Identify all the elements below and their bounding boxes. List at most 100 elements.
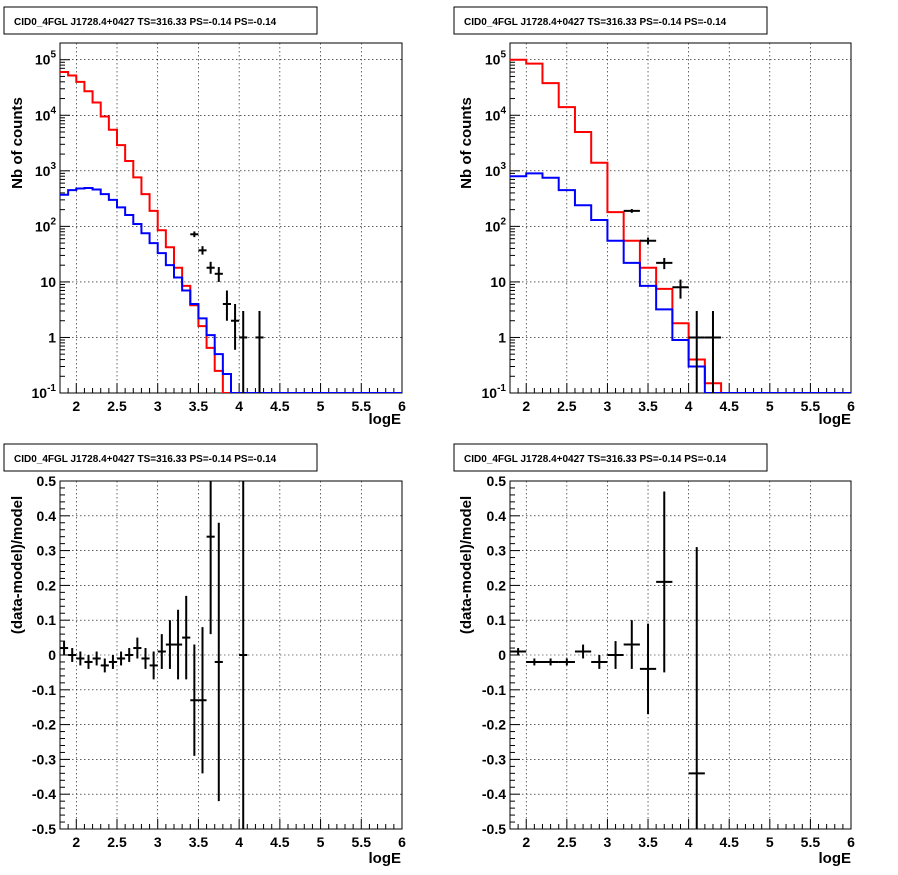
data-point xyxy=(231,304,240,350)
x-tick-label: 4 xyxy=(685,834,693,850)
x-tick-label: 3 xyxy=(154,398,162,414)
x-tick-label: 2 xyxy=(72,834,80,850)
y-tick-label: 10-1 xyxy=(482,383,507,401)
y-axis-label: (data-model)/model xyxy=(458,496,475,634)
x-tick-label: 5.5 xyxy=(801,398,821,414)
y-tick-label: -0.1 xyxy=(482,682,506,698)
plot-frame xyxy=(59,42,403,394)
data-point xyxy=(542,658,559,666)
x-tick-label: 6 xyxy=(847,834,855,850)
data-point xyxy=(190,231,199,238)
x-tick-label: 2 xyxy=(522,398,530,414)
y-tick-label: 0.2 xyxy=(487,577,507,593)
y-tick-label: 103 xyxy=(485,161,507,179)
x-tick-label: 6 xyxy=(398,834,406,850)
data-point xyxy=(688,310,705,393)
data-point xyxy=(125,648,134,662)
data-point xyxy=(704,310,722,393)
x-tick-label: 3.5 xyxy=(638,398,658,414)
y-tick-label: -0.3 xyxy=(482,751,506,767)
x-tick-label: 3.5 xyxy=(638,834,658,850)
y-tick-label: -0.4 xyxy=(32,786,56,802)
x-tick-label: 3 xyxy=(604,834,612,850)
data-point xyxy=(688,547,705,829)
chart-title-box: CID0_4FGL J1728.4+0427 TS=316.33 PS=-0.1… xyxy=(453,443,768,472)
data-point xyxy=(206,481,215,635)
y-tick-label: 0.4 xyxy=(487,508,507,524)
x-tick-label: 2.5 xyxy=(557,834,577,850)
histogram-series xyxy=(510,172,851,393)
x-tick-label: 4 xyxy=(235,398,243,414)
y-tick-label: 105 xyxy=(485,50,507,68)
y-tick-label: -0.2 xyxy=(32,717,56,733)
y-tick-label: 103 xyxy=(35,161,57,179)
y-tick-label: -0.5 xyxy=(482,821,506,837)
x-tick-label: 2.5 xyxy=(557,398,577,414)
x-tick-label: 5 xyxy=(766,398,774,414)
chart-title-box: CID0_4FGL J1728.4+0427 TS=316.33 PS=-0.1… xyxy=(3,443,318,472)
data-point xyxy=(214,267,223,282)
y-tick-label: 10 xyxy=(40,274,56,290)
y-tick-label: 1 xyxy=(498,329,506,345)
x-tick-label: 5.5 xyxy=(352,834,372,850)
data-point xyxy=(574,644,592,659)
y-tick-label: 105 xyxy=(35,50,57,68)
data-point xyxy=(165,620,174,669)
data-point xyxy=(133,637,142,659)
plot-area xyxy=(60,71,402,393)
x-tick-label: 5 xyxy=(317,834,325,850)
x-tick-label: 3.5 xyxy=(189,398,209,414)
data-point xyxy=(526,658,543,666)
x-tick-label: 4.5 xyxy=(270,834,290,850)
plot-frame xyxy=(59,480,403,830)
y-tick-label: 10-1 xyxy=(32,383,57,401)
data-point xyxy=(182,595,191,680)
chart-title-box: CID0_4FGL J1728.4+0427 TS=316.33 PS=-0.1… xyxy=(3,6,318,35)
y-tick-label: 104 xyxy=(485,105,507,123)
data-point xyxy=(190,644,199,756)
x-tick-label: 2.5 xyxy=(107,834,127,850)
y-tick-label: 0.3 xyxy=(37,543,57,559)
x-tick-label: 4.5 xyxy=(719,398,739,414)
x-tick-label: 5 xyxy=(317,398,325,414)
x-tick-label: 5.5 xyxy=(352,398,372,414)
data-point xyxy=(117,651,126,666)
data-point xyxy=(558,658,575,666)
plot-area xyxy=(510,58,851,393)
x-tick-label: 5 xyxy=(766,834,774,850)
data-point xyxy=(174,609,183,680)
data-point xyxy=(84,655,93,669)
panel-top-left: CID0_4FGL J1728.4+0427 TS=316.33 PS=-0.1… xyxy=(3,6,406,428)
x-axis-label: logE xyxy=(369,411,402,428)
y-tick-label: 1 xyxy=(48,329,56,345)
x-tick-label: 4 xyxy=(235,834,243,850)
y-tick-label: -0.1 xyxy=(32,682,56,698)
x-tick-label: 2.5 xyxy=(107,398,127,414)
y-axis-label: Nb of counts xyxy=(458,97,475,189)
data-point xyxy=(92,651,101,666)
x-tick-label: 5.5 xyxy=(801,834,821,850)
x-axis-label: logE xyxy=(819,850,852,867)
data-point xyxy=(607,641,624,669)
x-tick-label: 4 xyxy=(685,398,693,414)
data-point xyxy=(60,641,69,655)
x-tick-label: 2 xyxy=(522,834,530,850)
data-point xyxy=(510,648,527,655)
y-tick-label: 0.1 xyxy=(37,612,57,628)
y-tick-label: 0 xyxy=(498,647,506,663)
x-tick-label: 6 xyxy=(398,398,406,414)
y-axis-label: Nb of counts xyxy=(9,97,26,189)
y-axis-label: (data-model)/model xyxy=(9,496,26,634)
y-tick-label: 0.3 xyxy=(487,543,507,559)
y-tick-label: 102 xyxy=(35,216,57,234)
plot-area xyxy=(510,491,705,829)
x-tick-label: 4.5 xyxy=(270,398,290,414)
data-point xyxy=(206,261,215,274)
y-tick-label: 0.1 xyxy=(487,612,507,628)
y-tick-label: 0.5 xyxy=(37,473,57,489)
y-tick-label: 0.4 xyxy=(37,508,57,524)
chart-title: CID0_4FGL J1728.4+0427 TS=316.33 PS=-0.1… xyxy=(14,454,277,465)
panel-bottom-left: CID0_4FGL J1728.4+0427 TS=316.33 PS=-0.1… xyxy=(3,443,406,867)
histogram-series xyxy=(60,71,402,393)
